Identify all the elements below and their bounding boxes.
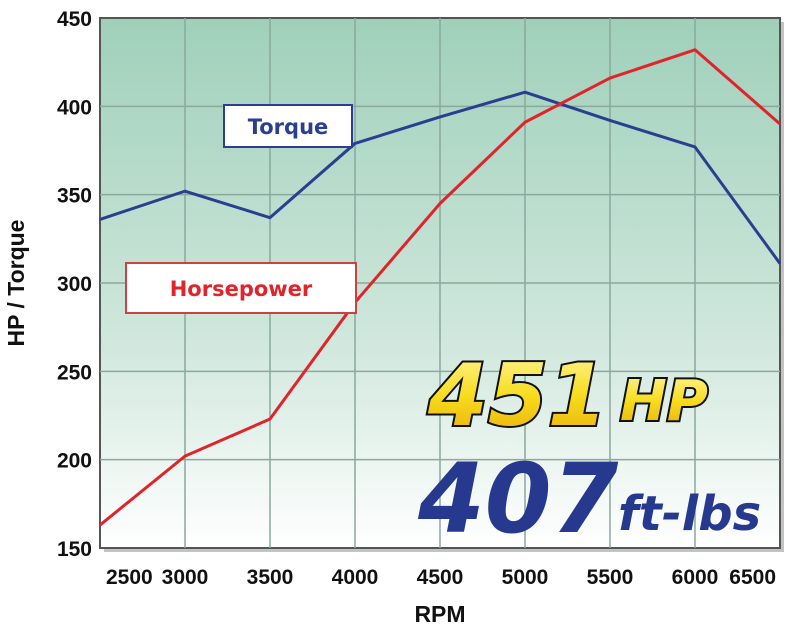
x-tick-label: 2500 [106, 566, 153, 589]
y-tick-label: 350 [57, 185, 92, 208]
series-lines [99, 48, 782, 527]
torque-callout: 407 ft-lbs [417, 443, 761, 555]
legend-horsepower-label: Horsepower [170, 277, 313, 301]
x-tick-label: 3000 [162, 566, 209, 589]
x-tick-label: 5500 [587, 566, 634, 589]
hp-unit: HP [620, 369, 708, 434]
tick-labels: 2500 3000 3500 4000 4500 5000 5500 6000 6500 150 2… [57, 8, 776, 589]
y-tick-label: 300 [57, 273, 92, 296]
y-tick-label: 250 [57, 361, 92, 384]
x-axis-label: RPM [414, 601, 465, 627]
y-tick-label: 450 [57, 8, 92, 31]
y-tick-label: 150 [57, 538, 92, 561]
x-tick-label: 4000 [332, 566, 379, 589]
y-axis-label: HP / Torque [3, 220, 29, 347]
legend-torque: Torque [223, 104, 353, 148]
torque-unit: ft-lbs [618, 486, 761, 542]
y-tick-label: 200 [57, 450, 92, 473]
hp-value: 451 [427, 346, 608, 446]
legend-torque-label: Torque [248, 115, 329, 139]
x-tick-label: 6000 [672, 566, 719, 589]
x-tick-label: 3500 [247, 566, 294, 589]
torque-value: 407 [417, 443, 619, 555]
x-tick-label: 5000 [502, 566, 549, 589]
legend-horsepower: Horsepower [125, 262, 357, 314]
hp-callout: 451 HP [425, 344, 710, 448]
y-tick-label: 400 [57, 96, 92, 119]
x-tick-label: 6500 [729, 566, 776, 589]
x-tick-label: 4500 [417, 566, 464, 589]
